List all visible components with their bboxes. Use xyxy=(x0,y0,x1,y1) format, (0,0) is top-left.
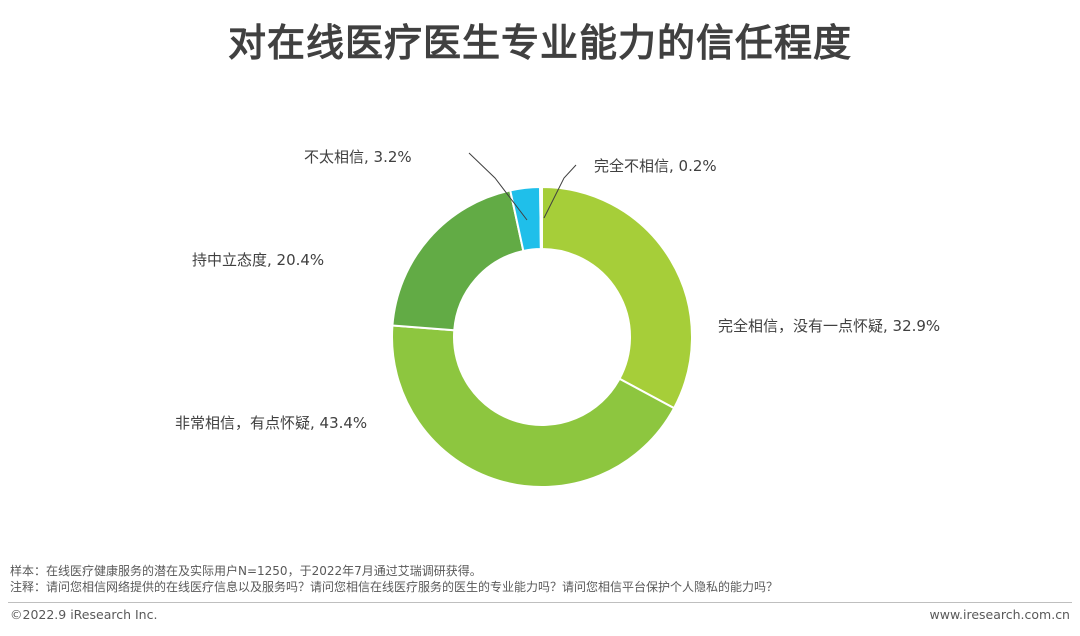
slice-data-label: 完全相信，没有一点怀疑, 32.9% xyxy=(718,317,940,335)
source-notes: 样本：在线医疗健康服务的潜在及实际用户N=1250，于2022年7月通过艾瑞调研… xyxy=(10,563,1070,595)
sample-note: 样本：在线医疗健康服务的潜在及实际用户N=1250，于2022年7月通过艾瑞调研… xyxy=(10,564,482,578)
donut-slice xyxy=(539,185,543,251)
annotation-note: 注释：请问您相信网络提供的在线医疗信息以及服务吗？请问您相信在线医疗服务的医生的… xyxy=(10,580,779,594)
slice-data-label: 非常相信，有点怀疑, 43.4% xyxy=(175,414,367,432)
slices-layer xyxy=(391,185,693,488)
leader-lines-layer xyxy=(468,152,577,221)
donut-chart: 完全相信，没有一点怀疑, 32.9% 非常相信，有点怀疑, 43.4% 持中立态度,… xyxy=(175,148,940,488)
leader-line xyxy=(468,152,528,221)
data-labels-layer: 完全相信，没有一点怀疑, 32.9% 非常相信，有点怀疑, 43.4% 持中立态度,… xyxy=(175,148,940,432)
donut-slice xyxy=(541,185,693,410)
donut-slice xyxy=(391,189,525,332)
copyright-text: ©2022.9 iResearch Inc. xyxy=(10,607,158,622)
leader-line xyxy=(543,164,577,219)
footer-divider xyxy=(8,602,1072,603)
slice-data-label: 不太相信, 3.2% xyxy=(304,148,412,166)
slice-data-label: 完全不相信, 0.2% xyxy=(594,157,717,175)
donut-slice xyxy=(391,324,676,488)
website-link[interactable]: www.iresearch.com.cn xyxy=(929,607,1071,622)
slice-data-label: 持中立态度, 20.4% xyxy=(192,251,324,269)
chart-title: 对在线医疗医生专业能力的信任程度 xyxy=(227,21,852,65)
